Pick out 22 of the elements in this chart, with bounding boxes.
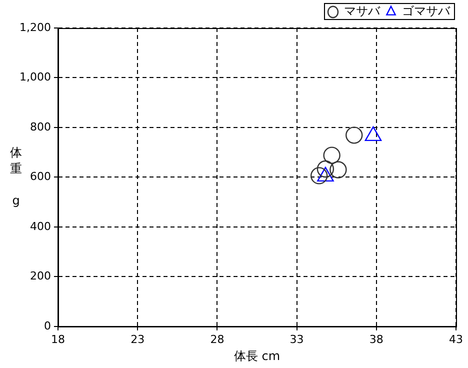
x-tick-label: 23: [130, 332, 145, 346]
point: [310, 167, 328, 184]
y-tick-label: 1,200: [20, 20, 51, 34]
y-tick-label: 0: [44, 319, 51, 332]
x-tick-label: 18: [51, 332, 65, 346]
point: [323, 146, 340, 164]
point: [330, 161, 347, 178]
x-tick-label: 43: [449, 332, 463, 346]
y-tick-label: 600: [30, 170, 51, 184]
y-tick-label: 1,000: [20, 70, 51, 84]
y-tick-label: 800: [30, 120, 51, 134]
y-tick-label: 400: [30, 220, 51, 233]
x-tick-label: 28: [210, 332, 224, 346]
point: [346, 126, 363, 144]
x-axis-title: 体長 cm: [234, 348, 280, 363]
x-tick-label: 38: [369, 332, 384, 346]
y-tick-label: 200: [30, 270, 51, 283]
x-tick-label: 33: [290, 332, 304, 346]
legend-label: ゴマサバ: [402, 4, 451, 18]
point: [316, 160, 334, 178]
text: 体重 g: [10, 145, 22, 208]
legend-label: マサバ: [344, 4, 381, 18]
